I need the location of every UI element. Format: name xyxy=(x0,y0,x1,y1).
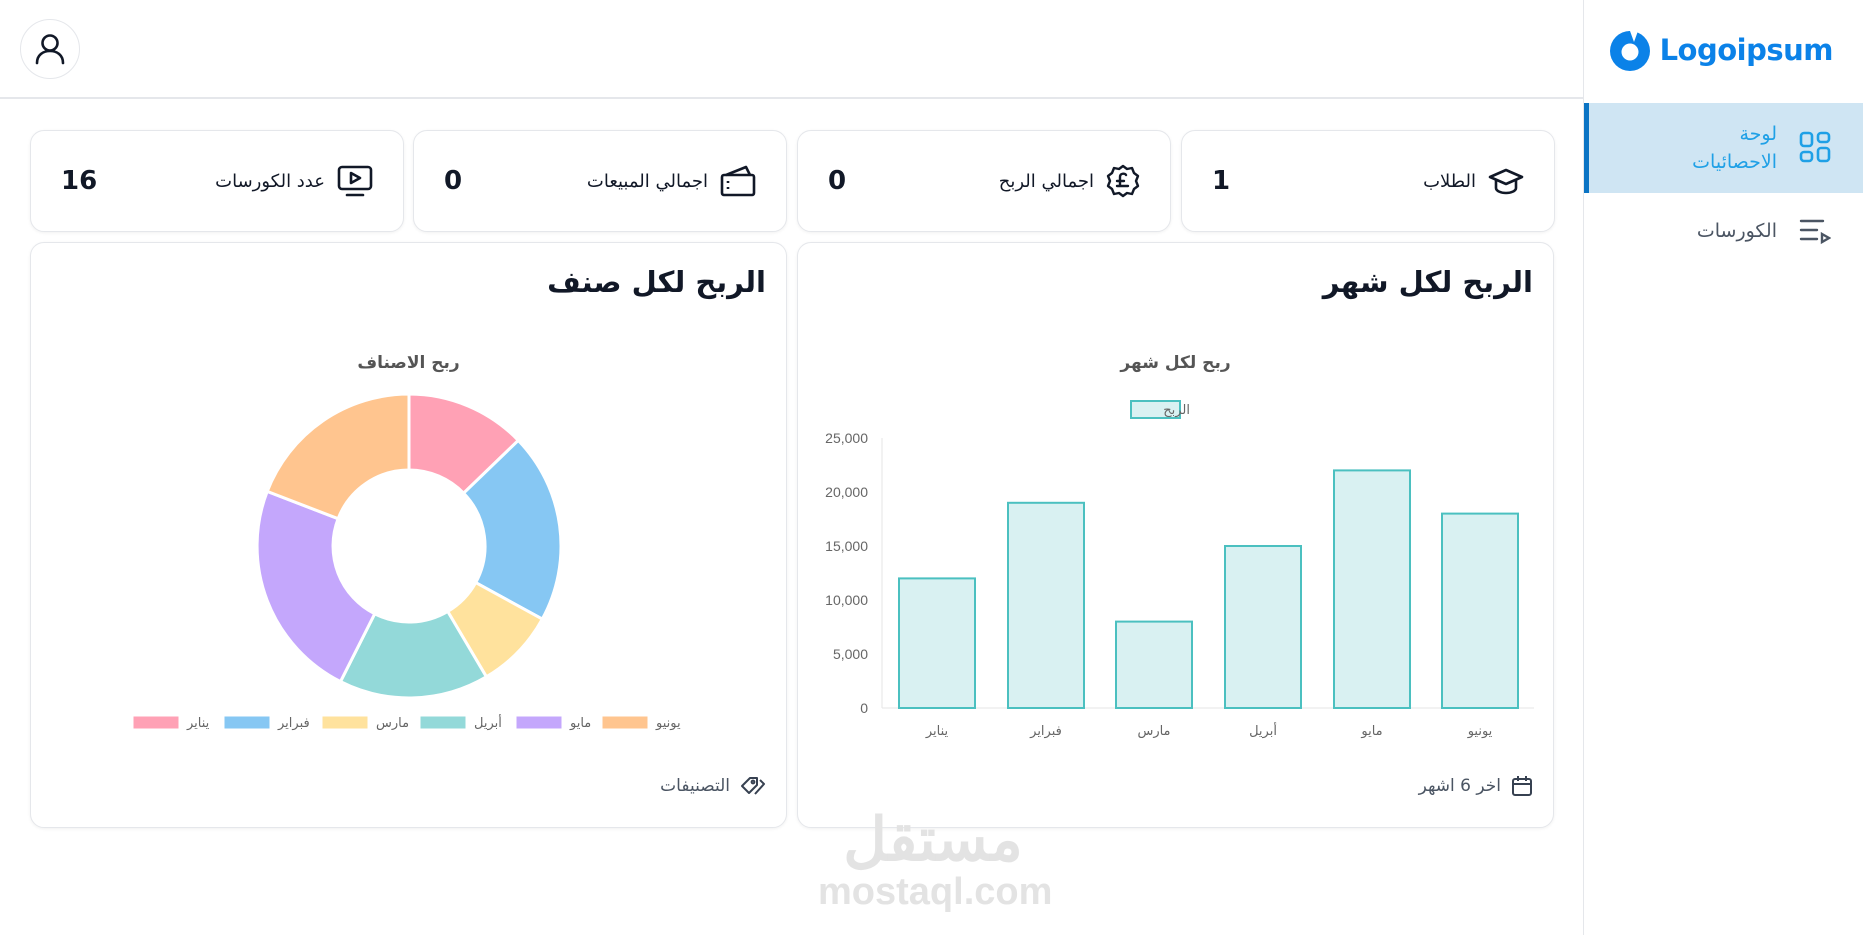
svg-text:أبريل: أبريل xyxy=(1249,722,1277,739)
legend-label: مارس xyxy=(376,715,409,731)
watermark-latin: mostaql.com xyxy=(818,871,1053,913)
footer-label: التصنيفات xyxy=(660,776,730,796)
user-avatar-button[interactable] xyxy=(20,19,80,79)
stat-card-students: الطلاب 1 xyxy=(1181,130,1555,232)
x-axis-labels: يناير فبراير مارس أبريل مايو يونيو xyxy=(925,722,1493,739)
legend-label: الربح xyxy=(1163,402,1190,418)
chart-title: ربح لكل شهر xyxy=(1120,353,1231,373)
segment-may[interactable] xyxy=(255,489,377,684)
svg-text:مارس: مارس xyxy=(1137,723,1170,739)
stat-label: اجمالي المبيعات xyxy=(586,170,708,192)
legend-label: أبريل xyxy=(474,714,502,731)
bar-jan[interactable] xyxy=(898,577,976,709)
card-title: الربح لكل صنف xyxy=(547,265,766,299)
playlist-icon xyxy=(1799,219,1831,245)
bar-mar[interactable] xyxy=(1115,620,1193,710)
legend-label: مايو xyxy=(569,715,591,731)
monthly-bar-chart: الربح 0 5,000 10,000 15,000 20,000 25,00… xyxy=(825,400,1534,739)
y-axis-ticks: 0 5,000 10,000 15,000 20,000 25,000 xyxy=(825,430,868,716)
sidebar-item-label: الكورسات xyxy=(1696,220,1777,242)
monthly-profit-card: الربح لكل شهر ربح لكل شهر الربح 0 5,000 … xyxy=(797,242,1554,828)
logo-mark-icon xyxy=(1609,31,1650,71)
footer-label: اخر 6 اشهر xyxy=(1418,776,1501,796)
doughnut-segments xyxy=(255,392,563,700)
stat-label: الطلاب xyxy=(1423,170,1476,192)
stat-value: 16 xyxy=(61,166,98,196)
category-profit-card: الربح لكل صنف ربح الاصناف يناير فبراير م… xyxy=(30,242,787,828)
tags-icon xyxy=(741,777,765,795)
segment-jun[interactable] xyxy=(265,392,411,521)
stat-value: 0 xyxy=(828,166,847,196)
bar-feb[interactable] xyxy=(1007,501,1085,709)
chart-title: ربح الاصناف xyxy=(357,353,460,373)
bars xyxy=(898,469,1519,710)
logo[interactable]: Logoipsum xyxy=(1608,28,1834,72)
logo-text: Logoipsum xyxy=(1659,33,1834,67)
card-title: الربح لكل شهر xyxy=(1322,265,1533,299)
stat-value: 0 xyxy=(444,166,463,196)
stat-label: عدد الكورسات xyxy=(215,170,325,192)
sidebar: Logoipsum لوحة الاحصائيات الكورسات xyxy=(1583,0,1863,935)
chart-legend[interactable]: الربح xyxy=(1130,400,1190,419)
svg-text:يونيو: يونيو xyxy=(1467,723,1493,739)
top-header xyxy=(0,0,1583,99)
wallet-icon xyxy=(720,165,756,197)
category-doughnut-chart xyxy=(255,392,563,700)
stat-card-total-profit: اجمالي الربح 0 xyxy=(797,130,1171,232)
sidebar-item-label: لوحة الاحصائيات xyxy=(1692,123,1777,173)
svg-text:5,000: 5,000 xyxy=(833,646,868,662)
stat-card-courses-count: عدد الكورسات 16 xyxy=(30,130,404,232)
category-card-footer: التصنيفات xyxy=(660,775,766,797)
svg-text:20,000: 20,000 xyxy=(825,484,868,500)
doughnut-legend: يناير فبراير مارس أبريل مايو يونيو xyxy=(132,714,681,731)
sidebar-item-courses[interactable]: الكورسات xyxy=(1584,207,1863,255)
legend-label: فبراير xyxy=(277,715,310,731)
graduation-cap-icon xyxy=(1488,168,1524,195)
svg-text:فبراير: فبراير xyxy=(1029,723,1062,739)
stat-card-total-sales: اجمالي المبيعات 0 xyxy=(413,130,787,232)
stat-label: اجمالي الربح xyxy=(998,170,1094,192)
svg-text:10,000: 10,000 xyxy=(825,592,868,608)
svg-text:15,000: 15,000 xyxy=(825,538,868,554)
svg-text:يناير: يناير xyxy=(925,723,949,739)
svg-text:0: 0 xyxy=(860,700,868,716)
stat-value: 1 xyxy=(1212,166,1231,196)
user-icon xyxy=(35,34,65,65)
bar-jun[interactable] xyxy=(1441,512,1519,709)
monthly-card-footer: اخر 6 اشهر xyxy=(1419,775,1533,797)
pound-badge-icon xyxy=(1106,164,1140,198)
svg-text:25,000: 25,000 xyxy=(825,430,868,446)
bar-may[interactable] xyxy=(1333,469,1411,710)
calendar-icon xyxy=(1512,776,1532,796)
video-screen-icon xyxy=(337,165,373,197)
bar-apr[interactable] xyxy=(1224,545,1302,709)
dashboard-grid-icon xyxy=(1799,131,1831,163)
legend-label: يونيو xyxy=(655,715,681,731)
legend-label: يناير xyxy=(186,715,210,731)
svg-text:مايو: مايو xyxy=(1360,723,1382,739)
sidebar-item-dashboard[interactable]: لوحة الاحصائيات xyxy=(1584,103,1863,193)
segment-feb[interactable] xyxy=(461,438,563,622)
